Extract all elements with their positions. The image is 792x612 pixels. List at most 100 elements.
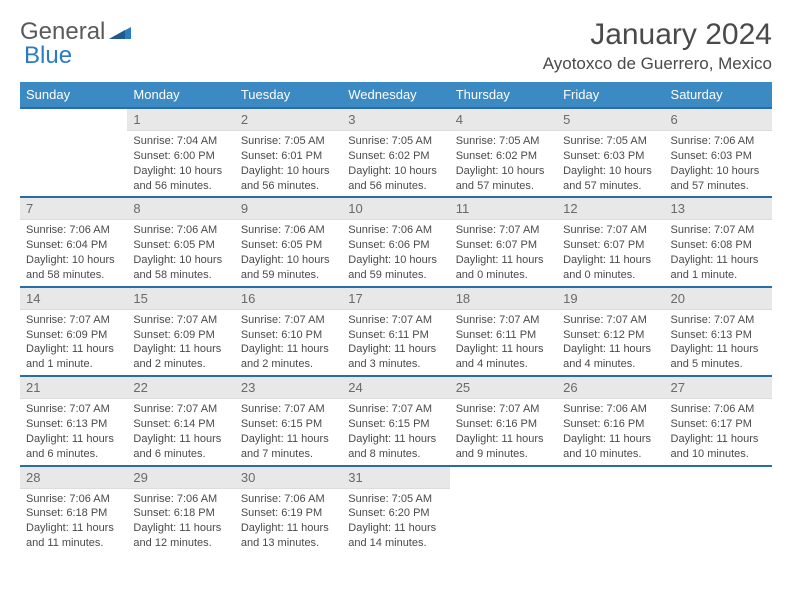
day-number: 19 [557,288,664,310]
day-info-line: and 1 minute. [26,357,121,372]
day-cell: 12Sunrise: 7:07 AMSunset: 6:07 PMDayligh… [557,197,664,286]
day-info-line: Sunset: 6:11 PM [456,328,551,343]
day-info-line: Daylight: 10 hours [241,164,336,179]
day-info: Sunrise: 7:07 AMSunset: 6:08 PMDaylight:… [665,220,772,285]
day-info-line: Daylight: 11 hours [241,342,336,357]
day-cell: 31Sunrise: 7:05 AMSunset: 6:20 PMDayligh… [342,466,449,554]
day-info-line: Sunrise: 7:07 AM [671,223,766,238]
day-header: Saturday [665,82,772,108]
day-info: Sunrise: 7:06 AMSunset: 6:06 PMDaylight:… [342,220,449,285]
day-info-line: Sunset: 6:17 PM [671,417,766,432]
day-info-line: Daylight: 11 hours [26,521,121,536]
day-info-line: Daylight: 10 hours [563,164,658,179]
day-info-line: Sunrise: 7:06 AM [671,134,766,149]
day-info: Sunrise: 7:05 AMSunset: 6:20 PMDaylight:… [342,489,449,554]
day-cell: 28Sunrise: 7:06 AMSunset: 6:18 PMDayligh… [20,466,127,554]
day-info: Sunrise: 7:07 AMSunset: 6:07 PMDaylight:… [557,220,664,285]
day-info-line: Sunset: 6:12 PM [563,328,658,343]
day-info-line: Daylight: 11 hours [26,342,121,357]
day-info-line: Sunrise: 7:06 AM [241,492,336,507]
day-info: Sunrise: 7:07 AMSunset: 6:12 PMDaylight:… [557,310,664,375]
day-info: Sunrise: 7:06 AMSunset: 6:05 PMDaylight:… [127,220,234,285]
day-number: 24 [342,377,449,399]
day-cell: 3Sunrise: 7:05 AMSunset: 6:02 PMDaylight… [342,108,449,197]
day-info-line: Daylight: 11 hours [456,253,551,268]
day-info-line: Sunset: 6:09 PM [133,328,228,343]
day-info-line: Sunrise: 7:07 AM [26,402,121,417]
day-info-line: Daylight: 11 hours [671,342,766,357]
day-cell [557,466,664,554]
day-info-line: and 3 minutes. [348,357,443,372]
day-info-line: and 56 minutes. [241,179,336,194]
day-info: Sunrise: 7:06 AMSunset: 6:17 PMDaylight:… [665,399,772,464]
day-info-line: Sunset: 6:00 PM [133,149,228,164]
day-info-line: Sunrise: 7:06 AM [671,402,766,417]
day-info-line: and 0 minutes. [563,268,658,283]
day-cell: 2Sunrise: 7:05 AMSunset: 6:01 PMDaylight… [235,108,342,197]
day-info: Sunrise: 7:05 AMSunset: 6:01 PMDaylight:… [235,131,342,196]
day-cell: 26Sunrise: 7:06 AMSunset: 6:16 PMDayligh… [557,376,664,465]
day-info-line: Sunrise: 7:06 AM [26,492,121,507]
day-info: Sunrise: 7:05 AMSunset: 6:02 PMDaylight:… [342,131,449,196]
day-info-line: and 2 minutes. [133,357,228,372]
day-info-line: Sunrise: 7:07 AM [133,313,228,328]
day-number: 5 [557,109,664,131]
day-info-line: Sunrise: 7:06 AM [133,492,228,507]
day-cell: 7Sunrise: 7:06 AMSunset: 6:04 PMDaylight… [20,197,127,286]
day-header: Thursday [450,82,557,108]
day-info-line: and 6 minutes. [26,447,121,462]
day-info: Sunrise: 7:06 AMSunset: 6:19 PMDaylight:… [235,489,342,554]
day-info-line: Sunrise: 7:06 AM [348,223,443,238]
day-cell [450,466,557,554]
month-title: January 2024 [543,18,772,52]
day-info-line: and 59 minutes. [348,268,443,283]
day-info-line: Sunset: 6:09 PM [26,328,121,343]
day-info-line: Daylight: 11 hours [456,432,551,447]
day-info: Sunrise: 7:07 AMSunset: 6:10 PMDaylight:… [235,310,342,375]
location: Ayotoxco de Guerrero, Mexico [543,54,772,74]
day-number: 7 [20,198,127,220]
day-info-line: and 57 minutes. [563,179,658,194]
day-info-line: Daylight: 11 hours [563,253,658,268]
day-cell: 13Sunrise: 7:07 AMSunset: 6:08 PMDayligh… [665,197,772,286]
day-info-line: Sunrise: 7:05 AM [456,134,551,149]
calendar-table: SundayMondayTuesdayWednesdayThursdayFrid… [20,82,772,554]
day-info: Sunrise: 7:07 AMSunset: 6:15 PMDaylight:… [342,399,449,464]
day-cell: 16Sunrise: 7:07 AMSunset: 6:10 PMDayligh… [235,287,342,376]
day-number: 1 [127,109,234,131]
day-number: 10 [342,198,449,220]
day-cell: 9Sunrise: 7:06 AMSunset: 6:05 PMDaylight… [235,197,342,286]
day-info-line: and 59 minutes. [241,268,336,283]
day-info-line: and 4 minutes. [456,357,551,372]
day-number: 31 [342,467,449,489]
day-cell: 30Sunrise: 7:06 AMSunset: 6:19 PMDayligh… [235,466,342,554]
day-info: Sunrise: 7:07 AMSunset: 6:13 PMDaylight:… [20,399,127,464]
day-info: Sunrise: 7:07 AMSunset: 6:13 PMDaylight:… [665,310,772,375]
day-info-line: and 5 minutes. [671,357,766,372]
day-info-line: and 56 minutes. [133,179,228,194]
week-row: 21Sunrise: 7:07 AMSunset: 6:13 PMDayligh… [20,376,772,465]
day-info-line: and 12 minutes. [133,536,228,551]
day-info-line: Sunrise: 7:07 AM [456,313,551,328]
day-cell: 15Sunrise: 7:07 AMSunset: 6:09 PMDayligh… [127,287,234,376]
day-info-line: Sunrise: 7:06 AM [563,402,658,417]
day-number: 2 [235,109,342,131]
day-number: 17 [342,288,449,310]
day-info: Sunrise: 7:04 AMSunset: 6:00 PMDaylight:… [127,131,234,196]
day-cell: 4Sunrise: 7:05 AMSunset: 6:02 PMDaylight… [450,108,557,197]
day-number: 27 [665,377,772,399]
day-info: Sunrise: 7:07 AMSunset: 6:11 PMDaylight:… [342,310,449,375]
day-info-line: Sunset: 6:03 PM [563,149,658,164]
day-cell: 20Sunrise: 7:07 AMSunset: 6:13 PMDayligh… [665,287,772,376]
day-info-line: Sunrise: 7:07 AM [348,313,443,328]
day-info-line: Sunrise: 7:07 AM [241,402,336,417]
day-header: Monday [127,82,234,108]
day-number: 20 [665,288,772,310]
day-info-line: Daylight: 11 hours [26,432,121,447]
day-info-line: Sunrise: 7:06 AM [133,223,228,238]
day-info: Sunrise: 7:06 AMSunset: 6:03 PMDaylight:… [665,131,772,196]
day-info-line: Daylight: 11 hours [456,342,551,357]
week-row: 28Sunrise: 7:06 AMSunset: 6:18 PMDayligh… [20,466,772,554]
day-info-line: Daylight: 10 hours [348,164,443,179]
day-info-line: Sunset: 6:15 PM [348,417,443,432]
